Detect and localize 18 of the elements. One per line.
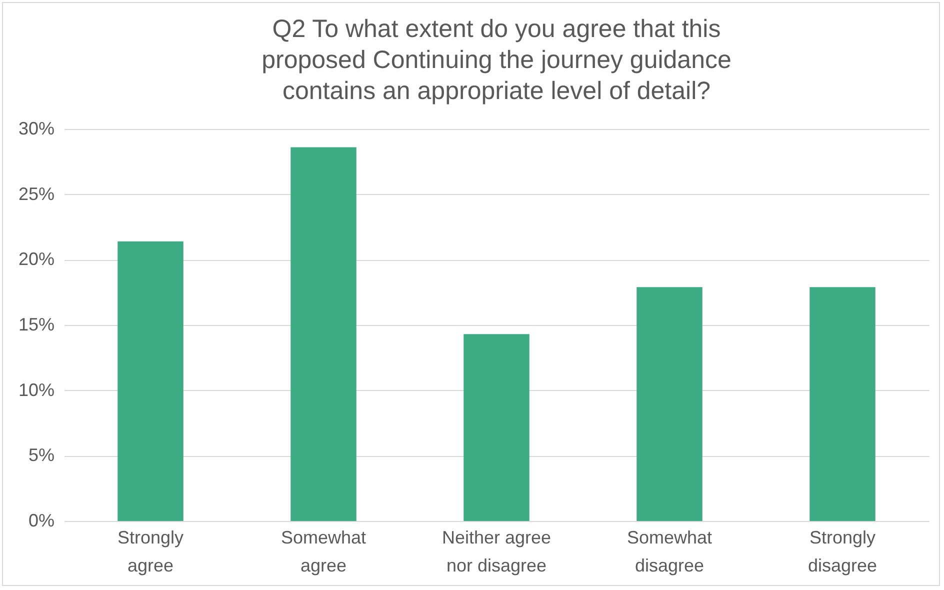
x-tick-label: Strongly disagree (808, 528, 878, 576)
bar (290, 147, 356, 521)
x-tick-label: Neither agree nor disagree (442, 528, 552, 576)
bar (636, 287, 702, 521)
y-tick-label: 30% (18, 118, 54, 138)
y-tick-label: 5% (28, 445, 54, 466)
chart-title: Q2 To what extent do you agree that this proposed Continuing the journey guidance contains an appropriate level of detail? (262, 15, 732, 105)
y-tick-label: 20% (18, 249, 54, 270)
bar (464, 334, 530, 521)
x-tick-label: Somewhat agree (280, 528, 366, 576)
y-tick-label: 15% (18, 314, 54, 334)
x-tick-label: Strongly agree (117, 528, 184, 576)
bar (118, 241, 184, 521)
bar (810, 287, 876, 521)
x-tick-label: Somewhat disagree (626, 528, 712, 576)
y-tick-label: 10% (18, 380, 54, 400)
y-tick-label: 0% (28, 510, 54, 530)
y-tick-label: 25% (18, 184, 54, 204)
